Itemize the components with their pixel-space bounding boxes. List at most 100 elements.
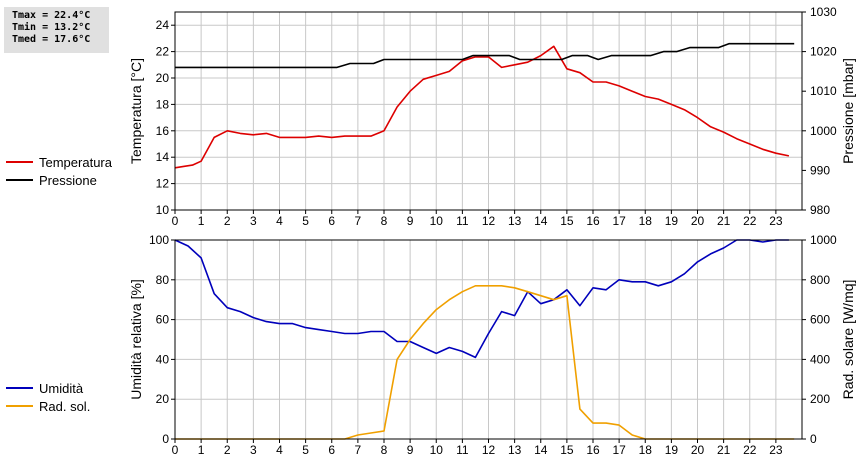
tmed-label: Tmed = 17.6°C bbox=[12, 34, 91, 45]
bottom-xtick-label: 4 bbox=[276, 443, 283, 457]
top-xtick-label: 7 bbox=[355, 214, 362, 228]
top-xtick-label: 8 bbox=[381, 214, 388, 228]
bottom-xtick-label: 14 bbox=[534, 443, 548, 457]
legend-item-radiation: Rad. sol. bbox=[6, 397, 90, 415]
top-ytick-left-label: 18 bbox=[156, 97, 170, 111]
top-xtick-label: 21 bbox=[717, 214, 731, 228]
bottom-xtick-label: 22 bbox=[743, 443, 757, 457]
top-xtick-label: 9 bbox=[407, 214, 414, 228]
top-ytick-left-label: 14 bbox=[156, 150, 170, 164]
bottom-ytick-left-label: 40 bbox=[156, 352, 170, 366]
top-ylabel-left: Temperatura [°C] bbox=[128, 58, 144, 164]
legend-label-humidity: Umidità bbox=[39, 380, 84, 396]
bottom-xtick-label: 0 bbox=[172, 443, 179, 457]
bottom-xtick-label: 16 bbox=[586, 443, 600, 457]
top-xtick-label: 22 bbox=[743, 214, 757, 228]
top-xtick-label: 4 bbox=[276, 214, 283, 228]
top-xtick-label: 6 bbox=[328, 214, 335, 228]
bottom-xtick-label: 2 bbox=[224, 443, 231, 457]
bottom-ytick-right-label: 800 bbox=[810, 273, 830, 287]
bottom-ytick-right-label: 1000 bbox=[810, 233, 837, 247]
bottom-xtick-label: 23 bbox=[769, 443, 783, 457]
top-ytick-right-label: 1030 bbox=[810, 5, 837, 19]
top-xtick-label: 2 bbox=[224, 214, 231, 228]
top-ytick-right-label: 1000 bbox=[810, 124, 837, 138]
bottom-xtick-label: 6 bbox=[328, 443, 335, 457]
top-xtick-label: 5 bbox=[302, 214, 309, 228]
bottom-xtick-label: 9 bbox=[407, 443, 414, 457]
legend-bottom: Umidità Rad. sol. bbox=[6, 379, 90, 415]
bottom-ylabel-right: Rad. solare [W/mq] bbox=[840, 280, 856, 400]
legend-swatch-radiation bbox=[6, 405, 33, 407]
top-xtick-label: 11 bbox=[456, 214, 469, 228]
top-xtick-label: 18 bbox=[639, 214, 653, 228]
bottom-xtick-label: 17 bbox=[612, 443, 626, 457]
legend-item-humidity: Umidità bbox=[6, 379, 90, 397]
bottom-xtick-label: 10 bbox=[430, 443, 444, 457]
bottom-ytick-left-label: 20 bbox=[156, 392, 170, 406]
top-ytick-left-label: 24 bbox=[156, 18, 170, 32]
top-xtick-label: 12 bbox=[482, 214, 496, 228]
stats-box: Tmax = 22.4°C Tmin = 13.2°C Tmed = 17.6°… bbox=[4, 7, 109, 53]
top-ytick-right-label: 990 bbox=[810, 163, 830, 177]
legend-item-temperature: Temperatura bbox=[6, 153, 112, 171]
top-ytick-left-label: 10 bbox=[156, 203, 170, 217]
legend-label-temperature: Temperatura bbox=[39, 154, 112, 170]
top-xtick-label: 23 bbox=[769, 214, 783, 228]
legend-label-radiation: Rad. sol. bbox=[39, 398, 91, 414]
legend-top: Temperatura Pressione bbox=[6, 153, 112, 189]
top-xtick-label: 19 bbox=[665, 214, 679, 228]
top-ytick-left-label: 12 bbox=[156, 177, 170, 191]
top-series-temperature bbox=[174, 45, 790, 169]
top-xtick-label: 20 bbox=[691, 214, 705, 228]
legend-swatch-humidity bbox=[6, 387, 33, 389]
bottom-ytick-right-label: 400 bbox=[810, 352, 830, 366]
top-xtick-label: 17 bbox=[612, 214, 626, 228]
top-ytick-left-label: 16 bbox=[156, 124, 170, 138]
bottom-ytick-right-label: 200 bbox=[810, 392, 830, 406]
bottom-xtick-label: 15 bbox=[560, 443, 574, 457]
top-series-pressure bbox=[175, 42, 795, 69]
bottom-ytick-left-label: 60 bbox=[156, 313, 170, 327]
top-plot: 0 1 2 3 4 5 6 7 8 9 10 11 12 13 14 15 16 17 18 19 20 21 22 2310… bbox=[128, 5, 856, 228]
bottom-series-humidity bbox=[174, 239, 789, 359]
bottom-xtick-label: 3 bbox=[250, 443, 257, 457]
top-ytick-right-label: 1010 bbox=[810, 84, 837, 98]
bottom-xtick-label: 12 bbox=[482, 443, 496, 457]
bottom-xtick-label: 5 bbox=[302, 443, 309, 457]
top-ylabel-right: Pressione [mbar] bbox=[840, 58, 856, 164]
bottom-xtick-label: 18 bbox=[639, 443, 653, 457]
top-ytick-right-label: 1020 bbox=[810, 45, 837, 59]
top-xtick-label: 15 bbox=[560, 214, 574, 228]
bottom-xtick-label: 8 bbox=[381, 443, 388, 457]
top-xtick-label: 14 bbox=[534, 214, 548, 228]
bottom-series-radiation bbox=[175, 284, 795, 440]
top-xtick-label: 1 bbox=[198, 214, 205, 228]
legend-swatch-temperature bbox=[6, 161, 33, 163]
bottom-xtick-label: 21 bbox=[717, 443, 731, 457]
top-xtick-label: 3 bbox=[250, 214, 257, 228]
top-xtick-label: 16 bbox=[586, 214, 600, 228]
bottom-ytick-left-label: 0 bbox=[162, 432, 169, 446]
bottom-xtick-label: 7 bbox=[355, 443, 362, 457]
bottom-ytick-right-label: 600 bbox=[810, 313, 830, 327]
bottom-ytick-left-label: 80 bbox=[156, 273, 170, 287]
tmin-label: Tmin = 13.2°C bbox=[12, 22, 91, 33]
tmax-label: Tmax = 22.4°C bbox=[12, 10, 91, 21]
bottom-ytick-left-label: 100 bbox=[149, 233, 169, 247]
bottom-xtick-label: 20 bbox=[691, 443, 705, 457]
top-ytick-left-label: 22 bbox=[156, 45, 170, 59]
bottom-xtick-label: 11 bbox=[456, 443, 469, 457]
legend-swatch-pressure bbox=[6, 179, 33, 181]
top-xtick-label: 10 bbox=[430, 214, 444, 228]
bottom-ytick-right-label: 0 bbox=[810, 432, 817, 446]
legend-item-pressure: Pressione bbox=[6, 171, 112, 189]
bottom-xtick-label: 19 bbox=[665, 443, 679, 457]
bottom-xtick-label: 13 bbox=[508, 443, 522, 457]
top-xtick-label: 13 bbox=[508, 214, 522, 228]
bottom-ylabel-left: Umidità relativa [%] bbox=[128, 279, 144, 400]
legend-label-pressure: Pressione bbox=[39, 172, 97, 188]
top-ytick-right-label: 980 bbox=[810, 203, 830, 217]
bottom-xtick-label: 1 bbox=[198, 443, 205, 457]
